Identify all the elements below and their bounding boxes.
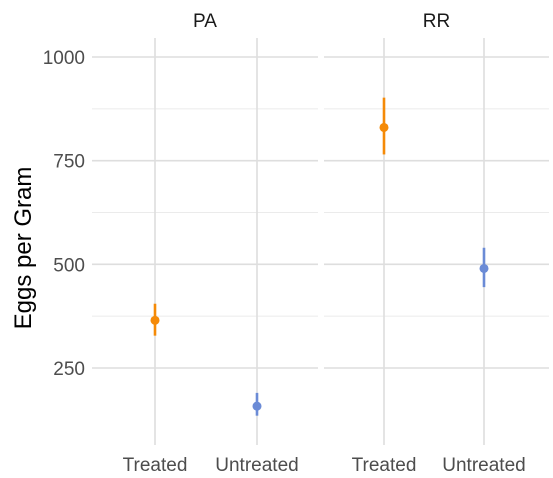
data-marks — [150, 97, 489, 416]
y-tick-label: 750 — [53, 152, 85, 173]
y-tick-label: 1000 — [43, 48, 85, 69]
grid-lines — [92, 38, 549, 445]
y-tick-label: 250 — [53, 359, 85, 380]
y-tick-label: 500 — [53, 255, 85, 276]
data-point — [479, 263, 489, 273]
facet-label-rr: RR — [423, 11, 450, 32]
x-tick-label: Treated — [352, 455, 417, 476]
facet-label-pa: PA — [193, 11, 217, 32]
y-axis-title: Eggs per Gram — [10, 167, 37, 330]
axis-labels: PA Treated Untreated RR Treated Untreated 250 5… — [43, 11, 526, 476]
x-tick-label: Untreated — [215, 455, 298, 476]
data-point — [150, 315, 160, 325]
x-tick-label: Treated — [123, 455, 188, 476]
x-tick-label: Untreated — [442, 455, 525, 476]
data-point — [252, 401, 262, 411]
data-point — [379, 122, 389, 132]
